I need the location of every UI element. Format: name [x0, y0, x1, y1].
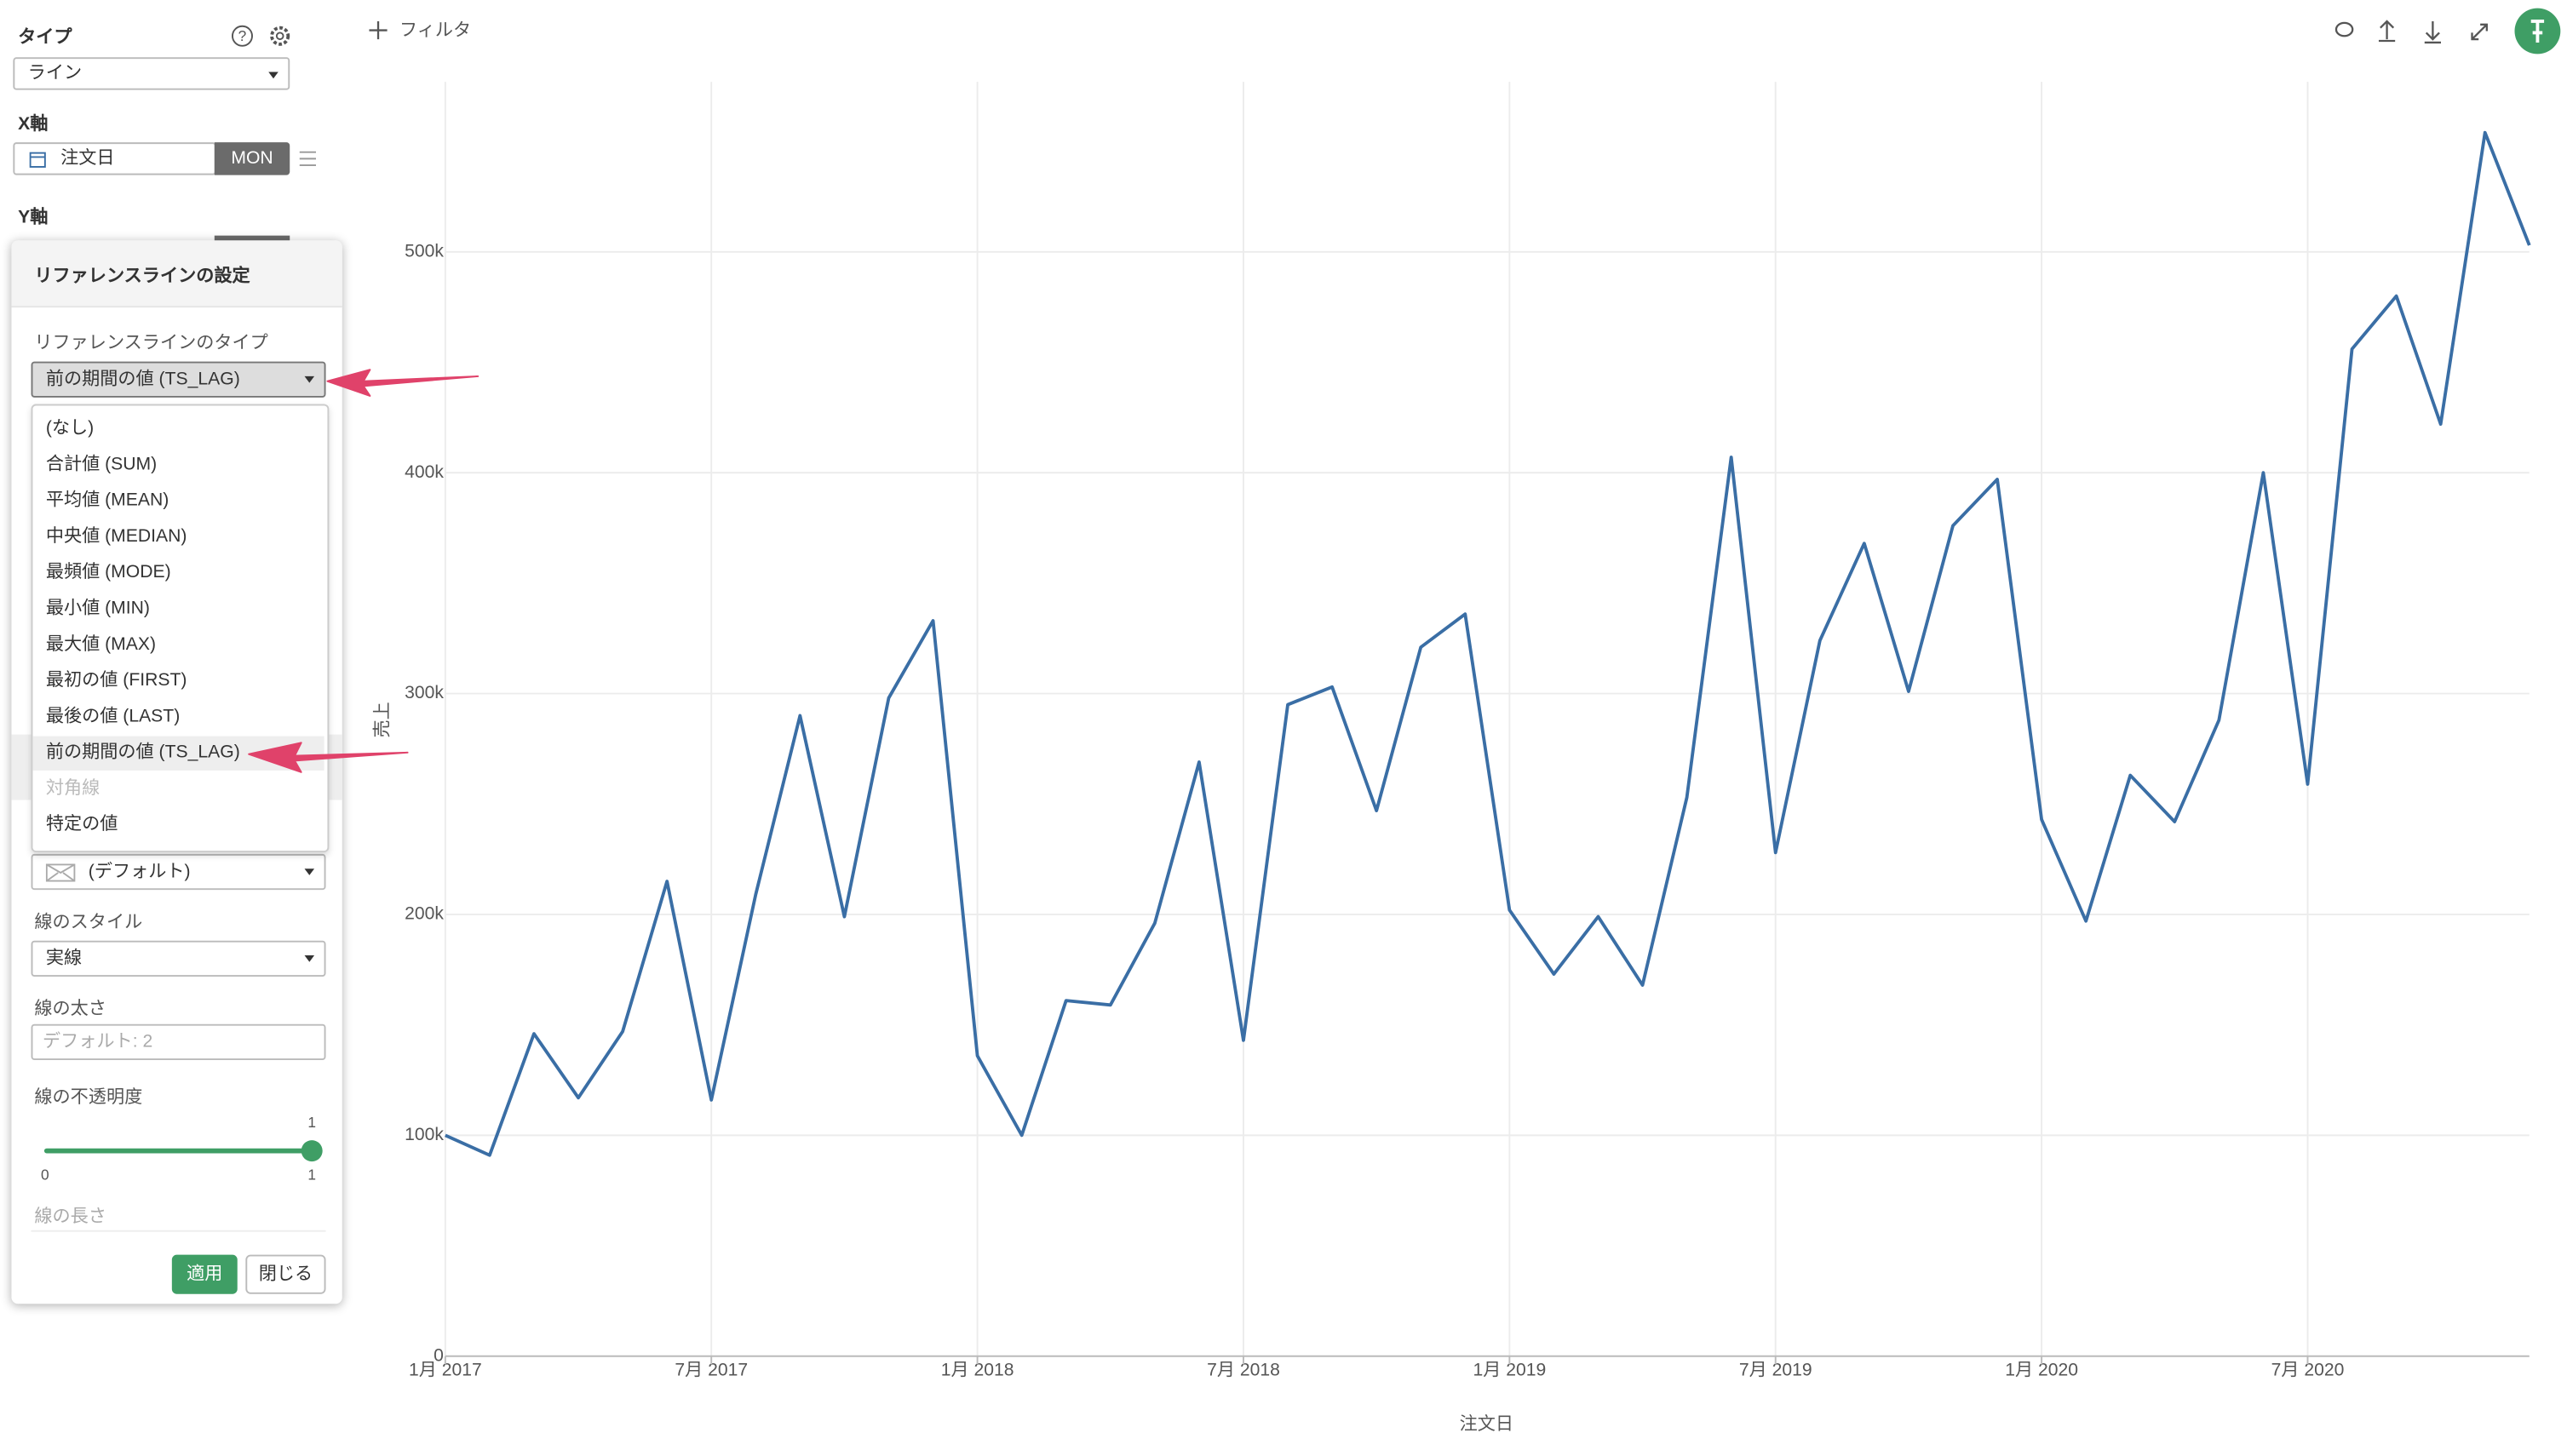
x-field[interactable]: 注文日: [13, 142, 216, 175]
type-value: 前の期間の値 (TS_LAG): [45, 370, 240, 390]
opacity-label: 線の不透明度: [34, 1087, 143, 1108]
dropdown-option[interactable]: 最頻値 (MODE): [45, 562, 171, 582]
length-label: 線の長さ: [34, 1207, 106, 1227]
y-unit-edge: [214, 235, 290, 246]
y-tick-label: 300k: [405, 683, 444, 702]
y-tick-label: 0: [434, 1345, 444, 1365]
filter-button[interactable]: フィルタ: [399, 20, 471, 40]
type-select[interactable]: ライン: [13, 57, 290, 90]
x-unit[interactable]: MON: [214, 142, 290, 175]
width-placeholder: デフォルト: 2: [42, 1032, 153, 1052]
help-settings-icons[interactable]: ?: [229, 23, 295, 49]
panel-header: [11, 240, 342, 308]
opacity-max: 1: [307, 1166, 317, 1184]
width-label: 線の太さ: [34, 999, 106, 1019]
y-axis-label: Y軸: [18, 208, 49, 228]
x-axis-label: X軸: [18, 114, 49, 135]
type-select[interactable]: 前の期間の値 (TS_LAG): [31, 361, 326, 398]
x-axis-title: 注文日: [1460, 1413, 1513, 1434]
dropdown-option[interactable]: 平均値 (MEAN): [45, 490, 169, 511]
style-value: 実線: [45, 949, 83, 969]
calendar-icon: [29, 152, 46, 168]
x-tick-label: 7月 2019: [1739, 1361, 1812, 1380]
dropdown-option[interactable]: 対角線: [45, 778, 100, 799]
apply-button[interactable]: 適用: [171, 1254, 238, 1294]
width-input[interactable]: デフォルト: 2: [31, 1023, 326, 1061]
x-tick-label: 1月 2018: [941, 1361, 1014, 1380]
x-tick-label: 1月 2019: [1473, 1361, 1546, 1380]
x-tick-label: 7月 2018: [1207, 1361, 1280, 1380]
color-select[interactable]: (デフォルト): [31, 853, 326, 891]
type-label: リファレンスラインのタイプ: [34, 333, 268, 354]
dropdown-option[interactable]: 合計値 (SUM): [45, 455, 158, 475]
type-value: ライン: [27, 63, 83, 83]
type-dropdown-list: (なし) 合計値 (SUM) 平均値 (MEAN) 中央値 (MEDIAN) 最頻値 (…: [31, 404, 330, 852]
style-label: 線のスタイル: [34, 913, 143, 933]
dropdown-option[interactable]: 最小値 (MIN): [45, 599, 150, 619]
dropdown-option[interactable]: 最初の値 (FIRST): [45, 670, 187, 691]
reference-line-panel: リファレンスラインの設定 リファレンスラインのタイプ 前の期間の値 (TS_LA…: [11, 240, 342, 1304]
y-tick-label: 200k: [405, 904, 444, 924]
y-tick-label: 500k: [405, 241, 444, 261]
dropdown-option[interactable]: 特定の値: [45, 814, 118, 834]
opacity-min: 0: [41, 1166, 49, 1184]
y-tick-label: 400k: [405, 462, 444, 482]
pin-icon: [2530, 20, 2545, 43]
x-field-value: 注文日: [60, 148, 115, 169]
y-tick-label: 100k: [405, 1125, 444, 1144]
toolbar-icons: [2334, 20, 2488, 44]
y-axis-title: 売上: [371, 702, 392, 737]
dropdown-option[interactable]: 前の期間の値 (TS_LAG): [32, 736, 324, 771]
style-select[interactable]: 実線: [31, 940, 326, 977]
x-tick-label: 7月 2020: [2271, 1361, 2345, 1380]
dropdown-option[interactable]: (なし): [45, 418, 95, 439]
svg-text:?: ?: [238, 27, 247, 44]
dropdown-option[interactable]: 最大値 (MAX): [45, 634, 157, 655]
color-value: (デフォルト): [88, 862, 191, 882]
panel-title: リファレンスラインの設定: [34, 267, 250, 287]
opacity-knob[interactable]: [301, 1140, 323, 1162]
opacity-track[interactable]: [43, 1148, 313, 1154]
plus-icon[interactable]: [369, 20, 388, 40]
series-line: [445, 130, 2531, 1157]
close-button[interactable]: 閉じる: [245, 1254, 326, 1294]
x-tick-label: 7月 2017: [675, 1361, 748, 1380]
type-label: タイプ: [18, 27, 72, 48]
menu-icon[interactable]: [298, 149, 318, 169]
dropdown-option[interactable]: 中央値 (MEDIAN): [45, 526, 187, 547]
divider: [31, 1230, 326, 1232]
color-icon: [45, 863, 76, 882]
x-tick-label: 1月 2020: [2005, 1361, 2078, 1380]
x-tick-label: 1月 2017: [409, 1361, 482, 1380]
dropdown-option[interactable]: 最後の値 (LAST): [45, 707, 181, 727]
opacity-value: 1: [307, 1114, 317, 1131]
